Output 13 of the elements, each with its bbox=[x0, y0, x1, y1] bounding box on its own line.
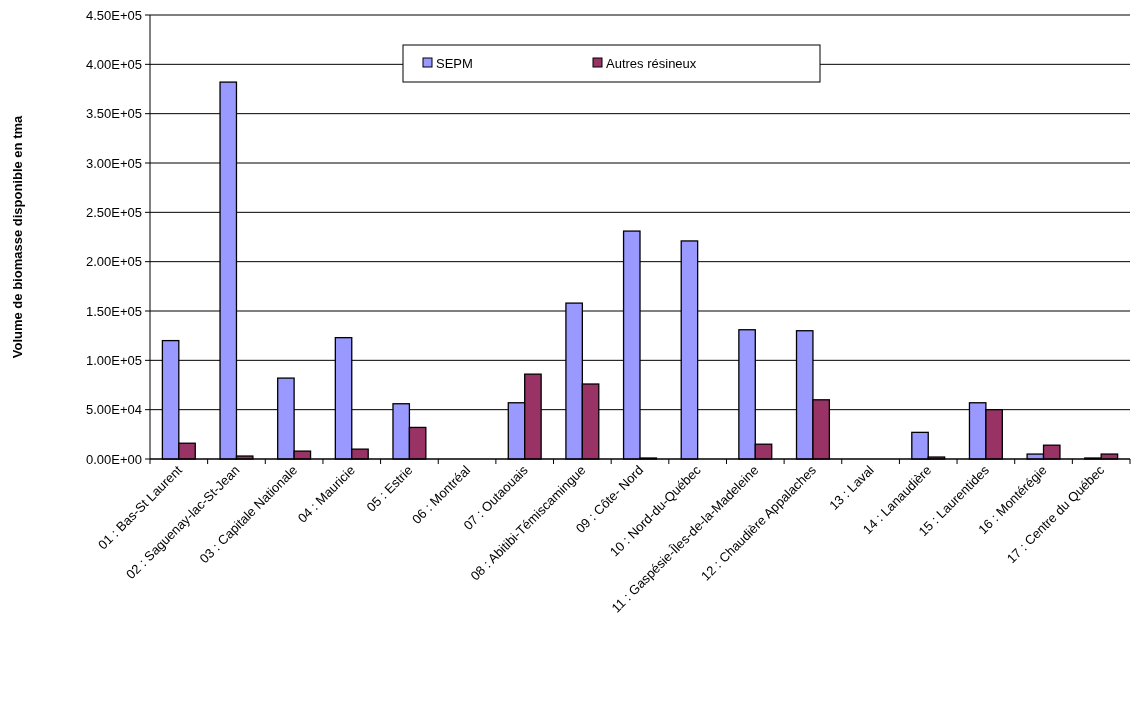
y-tick-label: 1.50E+05 bbox=[85, 303, 142, 319]
y-tick-label: 4.50E+05 bbox=[85, 7, 142, 23]
y-tick-label: 4.00E+05 bbox=[85, 56, 142, 72]
y-tick-label: 5.00E+04 bbox=[85, 402, 142, 418]
y-tick-label: 3.50E+05 bbox=[85, 106, 142, 122]
legend-label: SEPM bbox=[436, 55, 473, 71]
y-tick-label: 2.50E+05 bbox=[85, 204, 142, 220]
y-tick-label: 3.00E+05 bbox=[85, 155, 142, 171]
y-axis-title: Volume de biomasse disponible en tma bbox=[10, 114, 25, 359]
y-tick-label: 0.00E+00 bbox=[85, 451, 142, 467]
y-tick-label: 1.00E+05 bbox=[85, 352, 142, 368]
y-tick-label: 2.00E+05 bbox=[85, 254, 142, 270]
legend-label: Autres résineux bbox=[606, 55, 697, 71]
